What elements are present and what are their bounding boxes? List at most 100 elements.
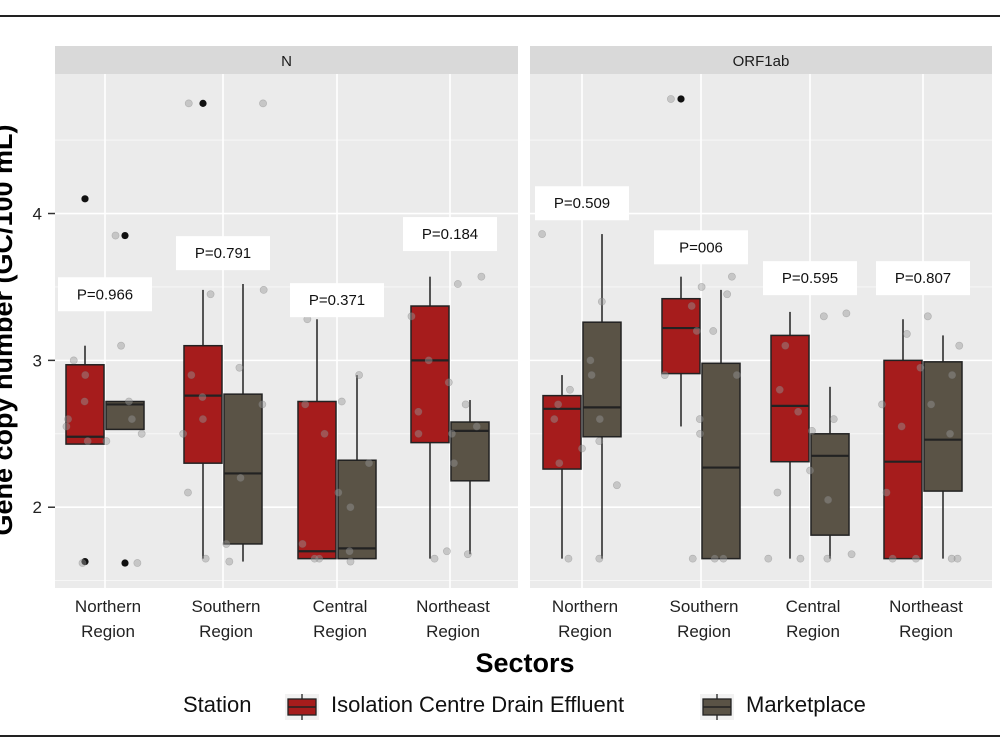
jitter-point <box>692 327 701 335</box>
jitter-point <box>443 547 451 556</box>
outlier-point <box>121 559 129 567</box>
jitter-point <box>236 473 245 482</box>
p-value-label: P=0.966 <box>58 277 152 312</box>
jitter-point <box>794 407 803 416</box>
jitter-point <box>414 407 423 416</box>
x-axis-title: Sectors <box>475 648 574 678</box>
jitter-point <box>723 290 732 299</box>
jitter-point <box>595 554 604 563</box>
legend-entry: Isolation Centre Drain Effluent <box>285 692 624 720</box>
jitter-point <box>819 312 828 321</box>
p-value-box <box>763 261 857 296</box>
jitter-point <box>696 429 704 438</box>
jitter-point <box>310 554 319 563</box>
jitter-point <box>823 554 832 563</box>
jitter-point <box>587 371 596 379</box>
jitter-point <box>955 341 964 350</box>
jitter-point <box>424 356 433 365</box>
jitter-point <box>463 550 472 559</box>
jitter-point <box>345 547 354 556</box>
jitter-point <box>125 397 133 406</box>
jitter-point <box>225 557 234 566</box>
jitter-point <box>407 312 416 321</box>
p-value-label: P=0.371 <box>290 283 384 318</box>
jitter-point <box>315 554 324 563</box>
jitter-point <box>365 459 373 468</box>
p-value-label: P=006 <box>654 230 748 265</box>
box-iqr <box>701 362 741 560</box>
jitter-point <box>259 285 268 294</box>
p-value-box <box>876 261 970 296</box>
jitter-point <box>578 444 586 453</box>
jitter-point <box>927 400 936 409</box>
p-value-text: P=0.184 <box>422 226 478 243</box>
jitter-point <box>842 309 851 318</box>
legend-label: Marketplace <box>746 692 866 717</box>
marketplace-box <box>701 289 741 560</box>
isolation-box <box>183 99 223 559</box>
y-tick-label: 4 <box>33 205 42 224</box>
box-iqr <box>582 321 622 438</box>
jitter-point <box>824 495 832 504</box>
jitter-point <box>796 554 805 563</box>
jitter-point <box>554 400 563 409</box>
jitter-point <box>78 559 87 567</box>
jitter-point <box>184 99 193 108</box>
jitter-point <box>882 488 891 497</box>
jitter-point <box>83 437 92 446</box>
marketplace-box <box>223 284 263 562</box>
jitter-point <box>947 554 956 563</box>
p-value-box <box>176 236 270 271</box>
jitter-point <box>477 272 486 281</box>
jitter-point <box>337 397 346 406</box>
jitter-point <box>732 371 741 379</box>
jitter-point <box>64 415 72 424</box>
x-tick-label: Southern Region <box>670 597 739 641</box>
jitter-point <box>320 429 329 438</box>
jitter-point <box>946 429 954 438</box>
facet-strip <box>530 46 992 74</box>
box-iqr <box>223 393 263 545</box>
y-tick-label: 2 <box>33 498 42 517</box>
jitter-point <box>80 397 89 406</box>
outlier-point <box>199 99 207 107</box>
x-tick-label: Southern Region <box>192 597 261 641</box>
jitter-point <box>102 437 111 446</box>
box-iqr <box>410 305 450 444</box>
jitter-point <box>687 302 696 310</box>
jitter-point <box>538 230 546 238</box>
jitter-point <box>414 429 423 438</box>
jitter-point <box>346 503 355 512</box>
facet-strip-label: N <box>281 53 292 70</box>
jitter-point <box>453 280 462 288</box>
jitter-point <box>184 488 192 497</box>
legend-title: Station <box>183 692 252 717</box>
jitter-point <box>62 422 71 431</box>
jitter-point <box>235 363 244 372</box>
jitter-point <box>564 554 573 563</box>
jitter-point <box>660 371 669 379</box>
outlier-point <box>121 231 129 240</box>
x-tick-label: Northern Region <box>552 597 618 641</box>
jitter-point <box>781 341 790 350</box>
box-iqr <box>337 459 377 560</box>
marketplace-box <box>337 375 377 560</box>
legend: Station Isolation Centre Drain Effluent M… <box>183 692 866 720</box>
jitter-point <box>550 415 559 424</box>
p-value-label: P=0.807 <box>876 261 970 296</box>
jitter-point <box>179 429 188 438</box>
jitter-point <box>612 481 621 490</box>
jitter-point <box>597 297 606 306</box>
jitter-point <box>199 415 207 424</box>
jitter-point <box>198 393 207 401</box>
jitter-point <box>923 312 932 321</box>
box-iqr <box>770 334 810 463</box>
jitter-point <box>566 385 574 394</box>
p-value-box <box>403 217 497 252</box>
jitter-point <box>111 231 120 240</box>
jitter-point <box>902 330 911 338</box>
marketplace-box <box>105 231 145 567</box>
jitter-point <box>201 554 210 563</box>
y-axis-title: Gene copy number (GC/100 mL) <box>0 124 18 535</box>
jitter-point <box>710 554 719 563</box>
